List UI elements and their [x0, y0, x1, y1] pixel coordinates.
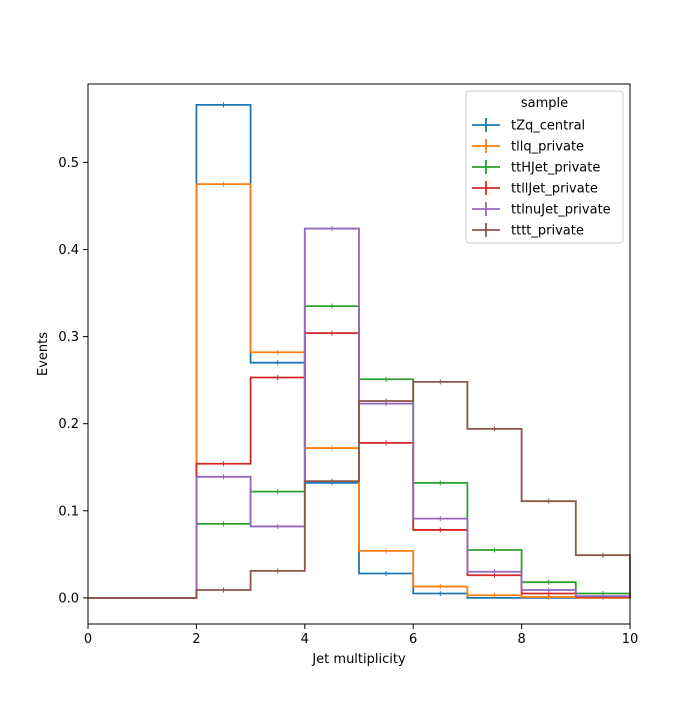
- axes-frame: [87, 83, 631, 625]
- y-tick-label: 0.1: [58, 504, 79, 519]
- legend-label: ttlnuJet_private: [511, 203, 611, 218]
- legend: sample tZq_central tllq_private ttHJet_priv…: [465, 90, 624, 244]
- x-tick-label: 4: [301, 632, 309, 647]
- y-tick-label: 0.2: [58, 417, 79, 432]
- legend-title: sample: [521, 96, 568, 111]
- legend-label: tZq_central: [511, 119, 585, 134]
- legend-label: tttt_private: [511, 224, 584, 239]
- series-ttlnuJet_private: [88, 226, 631, 599]
- y-axis-label: Events: [36, 332, 51, 376]
- series-tllq_private: [88, 181, 630, 600]
- x-tick-label: 6: [409, 632, 417, 647]
- legend-label: tllq_private: [511, 140, 584, 155]
- y-tick-label: 0.5: [58, 156, 79, 171]
- series-line-tllq_private: [88, 183, 630, 599]
- x-tick-label: 2: [192, 632, 200, 647]
- y-tick-label: 0.0: [58, 591, 79, 606]
- x-axis-label: Jet multiplicity: [311, 652, 406, 667]
- y-tick-label: 0.4: [58, 243, 79, 258]
- legend-label: ttllJet_private: [511, 182, 598, 197]
- x-tick-label: 10: [622, 632, 639, 647]
- series-tttt_private: [88, 379, 631, 599]
- y-tick-label: 0.3: [58, 330, 79, 345]
- x-tick-label: 0: [84, 632, 92, 647]
- legend-label: ttHJet_private: [511, 161, 600, 176]
- legend-box: [465, 90, 624, 244]
- x-tick-label: 8: [517, 632, 525, 647]
